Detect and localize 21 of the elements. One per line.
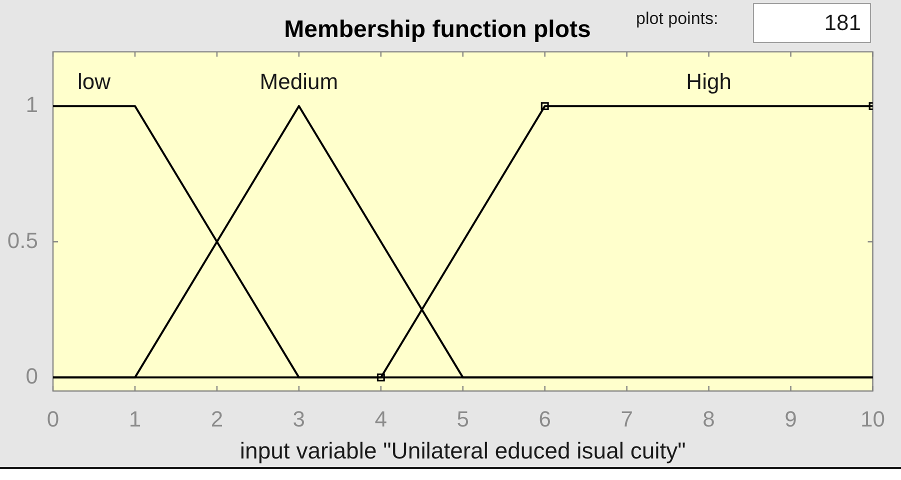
series-label: High <box>686 69 732 94</box>
x-tick-label: 10 <box>860 406 886 432</box>
x-tick-label: 4 <box>374 406 388 432</box>
x-tick-label: 0 <box>46 406 60 432</box>
series-label: low <box>77 69 111 94</box>
x-tick-label: 9 <box>784 406 797 432</box>
x-tick-label: 2 <box>210 406 224 432</box>
x-tick-label: 7 <box>620 406 633 432</box>
x-tick-label: 8 <box>702 406 715 432</box>
x-axis-title: input variable "Unilateral educed isual cuity" <box>240 438 686 464</box>
x-tick-label: 6 <box>538 406 551 432</box>
text-field: 181 <box>753 3 871 43</box>
x-tick-label: 1 <box>128 406 142 432</box>
x-tick-label: 3 <box>292 406 306 432</box>
series-label: Medium <box>260 69 338 94</box>
text: plot points: <box>636 9 718 29</box>
y-tick-label: 1 <box>26 92 38 118</box>
chart-title: Membership function plots <box>284 16 591 44</box>
x-tick-label: 5 <box>456 406 470 432</box>
y-tick-label: 0.5 <box>7 228 38 253</box>
y-tick-label: 0 <box>26 363 38 388</box>
